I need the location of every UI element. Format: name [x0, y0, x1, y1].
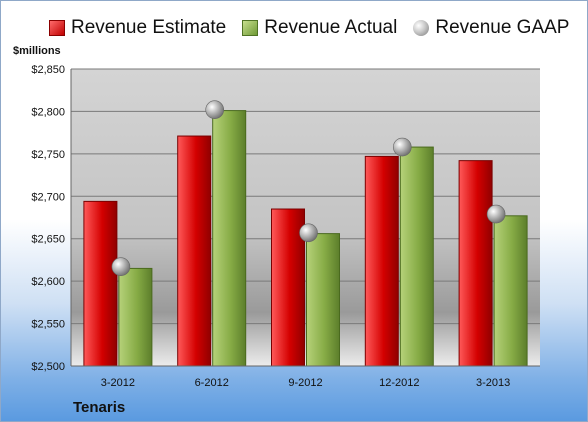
chart-legend: Revenue Estimate Revenue Actual Revenue …: [49, 17, 585, 39]
bar-revenue-actual: [399, 146, 434, 367]
x-tick-label: 6-2012: [195, 377, 229, 389]
marker-revenue-gaap: [205, 100, 224, 120]
bar-revenue-estimate: [364, 155, 399, 367]
y-tick-label: $2,800: [31, 106, 65, 118]
marker-revenue-gaap: [111, 257, 131, 277]
marker-revenue-gaap: [299, 223, 318, 243]
gaap-markers: [111, 100, 506, 277]
legend-item-estimate: Revenue Estimate: [49, 17, 226, 39]
y-tick-label: $2,700: [31, 191, 65, 203]
bars: [83, 110, 528, 367]
bar-revenue-actual: [493, 215, 528, 367]
y-tick-label: $2,650: [31, 234, 65, 246]
legend-label-estimate: Revenue Estimate: [71, 17, 227, 38]
bar-revenue-estimate: [177, 135, 212, 367]
legend-label-actual: Revenue Actual: [264, 17, 398, 38]
y-axis-ticks: $2,500 $2,550 $2,600 $2,650 $2,700 $2,750 $2,8…: [31, 64, 65, 373]
y-tick-label: $2,550: [31, 319, 65, 331]
x-tick-label: 3-2012: [101, 377, 135, 389]
x-axis-ticks: 3-2012 6-2012 9-2012 12-2012 3-2013: [101, 377, 510, 389]
x-tick-label: 9-2012: [288, 377, 322, 389]
legend-item-gaap: Revenue GAAP: [413, 17, 569, 39]
marker-revenue-gaap: [486, 204, 506, 224]
x-tick-label: 12-2012: [379, 377, 419, 389]
y-tick-label: $2,600: [31, 276, 65, 288]
bar-revenue-estimate: [271, 208, 305, 367]
legend-item-actual: Revenue Actual: [242, 17, 397, 39]
company-name: Tenaris: [73, 399, 126, 416]
legend-swatch-gaap: [413, 20, 430, 36]
legend-swatch-actual: [242, 20, 259, 36]
bar-revenue-estimate: [458, 160, 493, 367]
bar-revenue-actual: [306, 233, 340, 367]
y-tick-label: $2,850: [31, 64, 65, 76]
x-tick-label: 3-2013: [476, 377, 510, 389]
y-tick-label: $2,500: [31, 361, 65, 373]
legend-label-gaap: Revenue GAAP: [435, 17, 570, 38]
bar-revenue-actual: [118, 267, 153, 367]
marker-revenue-gaap: [392, 137, 412, 157]
bar-revenue-estimate: [83, 200, 118, 367]
y-tick-label: $2,750: [31, 149, 65, 161]
bar-revenue-actual: [212, 110, 247, 367]
legend-swatch-estimate: [49, 20, 65, 36]
y-axis-unit-label: $millions: [13, 45, 61, 57]
